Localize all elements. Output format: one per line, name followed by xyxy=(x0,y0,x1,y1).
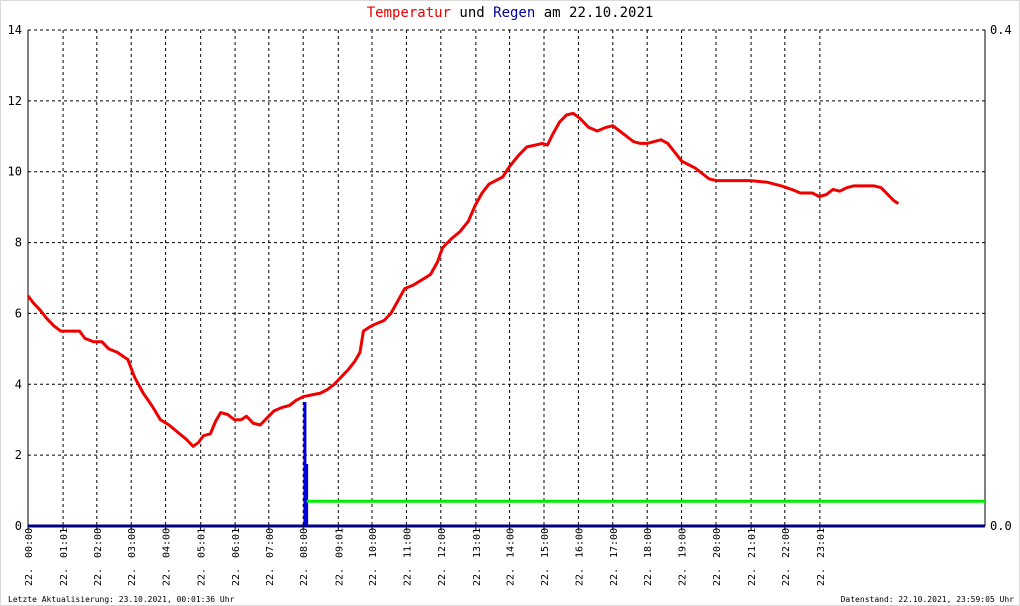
y-tick-label-left: 6 xyxy=(15,306,22,320)
x-tick-label: 22. 16:00 xyxy=(574,528,585,586)
x-tick-day: 22. xyxy=(678,568,689,586)
grid xyxy=(28,29,986,526)
x-tick-label: 22. 10:00 xyxy=(368,528,379,586)
x-tick-time: 06:01 xyxy=(231,528,242,558)
temperature-line xyxy=(26,111,900,448)
x-tick-time: 23:01 xyxy=(816,528,827,558)
x-tick-time: 19:00 xyxy=(678,528,689,558)
x-tick-day: 22. xyxy=(540,568,551,586)
y-tick-label-left: 4 xyxy=(15,377,22,391)
x-tick-time: 03:00 xyxy=(127,528,138,558)
x-tick-time: 12:00 xyxy=(437,528,448,558)
x-tick-label: 22. 02:00 xyxy=(93,528,104,586)
y-tick-label-left: 2 xyxy=(15,448,22,462)
y-tick-label-left: 0 xyxy=(15,519,22,533)
x-tick-day: 22. xyxy=(93,568,104,586)
x-tick-day: 22. xyxy=(368,568,379,586)
x-tick-day: 22. xyxy=(197,568,208,586)
x-tick-day: 22. xyxy=(609,568,620,586)
x-tick-day: 22. xyxy=(334,568,345,586)
x-tick-time: 08:00 xyxy=(299,528,310,558)
x-tick-time: 13:01 xyxy=(472,528,483,558)
x-tick-time: 17:00 xyxy=(609,528,620,558)
x-tick-time: 01:01 xyxy=(59,528,70,558)
x-tick-time: 09:01 xyxy=(334,528,345,558)
x-tick-day: 22. xyxy=(24,568,35,586)
x-tick-label: 22. 04:00 xyxy=(162,528,173,586)
x-tick-time: 02:00 xyxy=(93,528,104,558)
y-tick-label-right: 0.0 xyxy=(990,519,1012,533)
y-tick-label-left: 12 xyxy=(8,94,22,108)
x-tick-time: 20:00 xyxy=(712,528,723,558)
y-ticks-left: 0 2 4 6 8 10 12 14 xyxy=(8,23,22,533)
x-tick-label: 22. 21:01 xyxy=(747,528,758,586)
title-rain: Regen xyxy=(493,5,536,21)
x-tick-label: 22. 13:01 xyxy=(472,528,483,586)
x-tick-day: 22. xyxy=(127,568,138,586)
series xyxy=(26,111,985,528)
x-tick-label: 22. 07:00 xyxy=(265,528,276,586)
x-tick-label: 22. 03:00 xyxy=(127,528,138,586)
x-tick-day: 22. xyxy=(402,568,413,586)
x-tick-time: 00:00 xyxy=(24,528,35,558)
x-tick-time: 15:00 xyxy=(540,528,551,558)
x-tick-day: 22. xyxy=(231,568,242,586)
x-tick-label: 22. 01:01 xyxy=(59,528,70,586)
y-tick-label-right: 0.4 xyxy=(990,23,1012,37)
x-tick-time: 22:00 xyxy=(781,528,792,558)
title-temperature: Temperatur xyxy=(366,5,451,21)
x-tick-time: 16:00 xyxy=(574,528,585,558)
x-tick-day: 22. xyxy=(574,568,585,586)
x-tick-label: 22. 19:00 xyxy=(678,528,689,586)
x-tick-time: 05:01 xyxy=(197,528,208,558)
chart-title: Temperatur und Regen am 22.10.2021 xyxy=(0,5,1020,21)
x-tick-day: 22. xyxy=(816,568,827,586)
rain-bar xyxy=(305,464,309,526)
x-tick-day: 22. xyxy=(712,568,723,586)
x-tick-day: 22. xyxy=(747,568,758,586)
rain-bar xyxy=(303,402,307,526)
axes xyxy=(27,30,986,526)
x-tick-day: 22. xyxy=(506,568,517,586)
x-tick-time: 14:00 xyxy=(506,528,517,558)
x-tick-time: 04:00 xyxy=(162,528,173,558)
x-tick-day: 22. xyxy=(472,568,483,586)
x-tick-day: 22. xyxy=(59,568,70,586)
x-tick-label: 22. 00:00 xyxy=(24,528,35,586)
x-tick-time: 21:01 xyxy=(747,528,758,558)
x-tick-label: 22. 20:00 xyxy=(712,528,723,586)
x-tick-day: 22. xyxy=(265,568,276,586)
x-tick-label: 22. 23:01 xyxy=(816,528,827,586)
y-tick-label-left: 8 xyxy=(15,236,22,250)
last-update-text: Letzte Aktualisierung: 23.10.2021, 00:01… xyxy=(8,595,235,604)
x-tick-time: 18:00 xyxy=(643,528,654,558)
x-tick-label: 22. 12:00 xyxy=(437,528,448,586)
y-tick-label-left: 10 xyxy=(8,165,22,179)
x-tick-label: 22. 22:00 xyxy=(781,528,792,586)
y-tick-label-left: 14 xyxy=(8,23,22,37)
x-tick-label: 22. 15:00 xyxy=(540,528,551,586)
x-tick-label: 22. 11:00 xyxy=(402,528,413,586)
x-ticks: 22. 00:00 22. 01:01 22. 02:00 22. 03:00 22. 04:00… xyxy=(24,526,827,586)
x-tick-label: 22. 08:00 xyxy=(299,528,310,586)
x-tick-time: 07:00 xyxy=(265,528,276,558)
x-tick-day: 22. xyxy=(781,568,792,586)
x-tick-label: 22. 18:00 xyxy=(643,528,654,586)
title-date: am 22.10.2021 xyxy=(535,5,654,21)
x-tick-label: 22. 09:01 xyxy=(334,528,345,586)
x-tick-label: 22. 14:00 xyxy=(506,528,517,586)
x-tick-day: 22. xyxy=(437,568,448,586)
x-tick-day: 22. xyxy=(299,568,310,586)
x-tick-time: 10:00 xyxy=(368,528,379,558)
title-and: und xyxy=(450,5,494,21)
x-tick-day: 22. xyxy=(643,568,654,586)
y-ticks-right: 0.0 0.4 xyxy=(990,23,1012,533)
x-tick-label: 22. 05:01 xyxy=(197,528,208,586)
data-status-text: Datenstand: 22.10.2021, 23:59:05 Uhr xyxy=(840,595,1014,604)
x-tick-time: 11:00 xyxy=(402,528,413,558)
x-tick-day: 22. xyxy=(162,568,173,586)
x-tick-label: 22. 06:01 xyxy=(231,528,242,586)
x-tick-label: 22. 17:00 xyxy=(609,528,620,586)
